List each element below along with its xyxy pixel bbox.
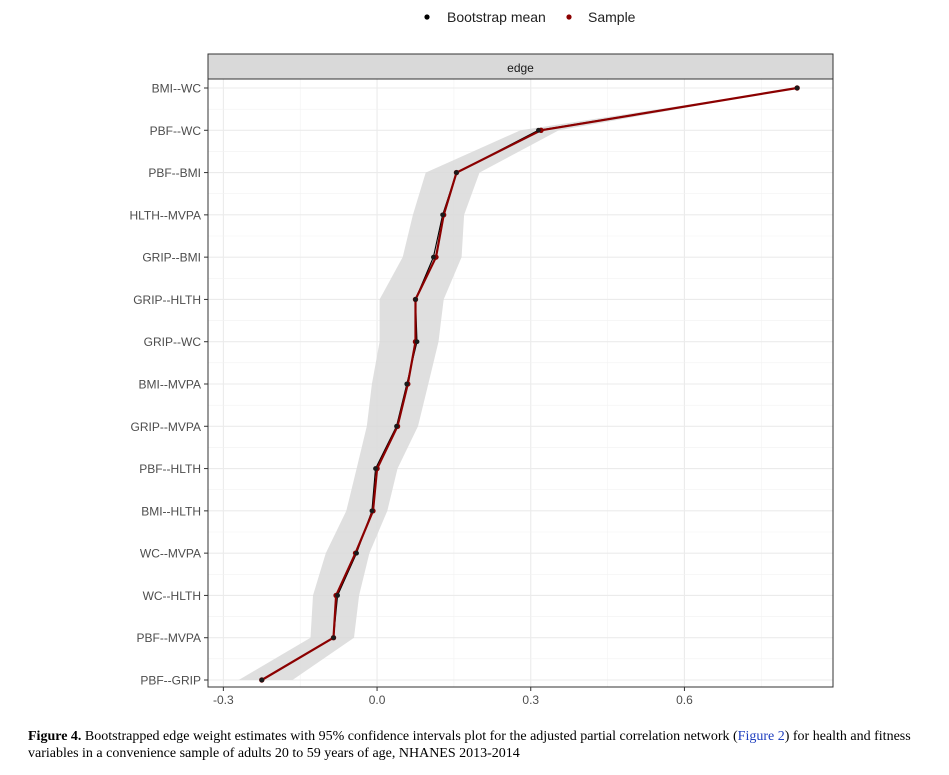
caption-figure-link[interactable]: Figure 2	[737, 729, 785, 744]
plot-panel-border	[207, 78, 834, 688]
y-tick-label: WC--MVPA	[140, 547, 201, 561]
caption-text-after: ) for health and fitness variables in a …	[28, 729, 911, 761]
bootstrap-mean-point	[373, 466, 378, 471]
x-tick-label: -0.3	[213, 693, 234, 707]
bootstrap-mean-point	[331, 635, 336, 641]
x-tick-label: 0.3	[522, 693, 539, 707]
facet-strip	[207, 53, 834, 80]
y-tick-label: WC--HLTH	[143, 589, 201, 603]
figure-caption: Figure 4. Bootstrapped edge weight estim…	[28, 728, 933, 762]
y-tick-label: BMI--MVPA	[139, 378, 201, 392]
plot-panel	[208, 79, 833, 687]
caption-label: Figure 4.	[28, 729, 82, 744]
confidence-interval-band	[238, 88, 798, 680]
bootstrap-mean-point	[536, 127, 541, 133]
y-tick-label: GRIP--BMI	[142, 251, 201, 265]
series-layer	[259, 85, 800, 683]
bootstrap-mean-point	[431, 254, 436, 260]
y-tick-label: PBF--WC	[150, 124, 202, 138]
y-tick-label: PBF--GRIP	[140, 674, 201, 688]
y-tick-label: BMI--WC	[152, 82, 202, 96]
caption-text-before: Bootstrapped edge weight estimates with …	[81, 729, 738, 744]
bootstrap-mean-point	[440, 212, 446, 218]
y-tick-label: BMI--HLTH	[141, 504, 201, 518]
x-tick-label: 0.6	[676, 693, 693, 707]
bootstrap-mean-point	[354, 550, 359, 556]
bootstrap-mean-point	[369, 508, 375, 514]
bootstrap-mean-point	[394, 423, 399, 429]
legend: Bootstrap mean Sample	[424, 9, 636, 25]
y-tick-label: GRIP--WC	[144, 335, 202, 349]
bootstrap-mean-point	[413, 297, 418, 302]
y-tick-label: GRIP--MVPA	[131, 420, 201, 434]
legend-sample-label: Sample	[588, 9, 636, 25]
y-tick-label: PBF--MVPA	[137, 631, 201, 645]
bootstrap-mean-point	[414, 339, 420, 345]
bootstrap-mean-point	[454, 170, 459, 175]
legend-bootstrap-mean-label: Bootstrap mean	[447, 9, 546, 25]
y-tick-label: PBF--HLTH	[139, 462, 201, 476]
bootstrap-mean-point	[794, 85, 800, 91]
y-tick-label: GRIP--HLTH	[133, 293, 201, 307]
y-tick-label: HLTH--MVPA	[129, 208, 201, 222]
axes: BMI--WC PBF--WC PBF--BMI HLTH--MVPA GRIP--BM…	[129, 82, 693, 708]
legend-sample-key	[566, 14, 572, 20]
grid-lines	[208, 79, 833, 687]
x-tick-label: 0.0	[369, 693, 386, 707]
bootstrap-mean-point	[335, 593, 341, 598]
edge-weight-chart: Bootstrap mean Sample edge BMI--WC PBF--W…	[129, 9, 834, 708]
facet-strip-title: edge	[507, 61, 534, 75]
bootstrap-mean-point	[404, 381, 410, 387]
y-tick-label: PBF--BMI	[148, 166, 201, 180]
bootstrap-mean-point	[259, 677, 265, 683]
legend-bootstrap-mean-key	[424, 14, 430, 20]
